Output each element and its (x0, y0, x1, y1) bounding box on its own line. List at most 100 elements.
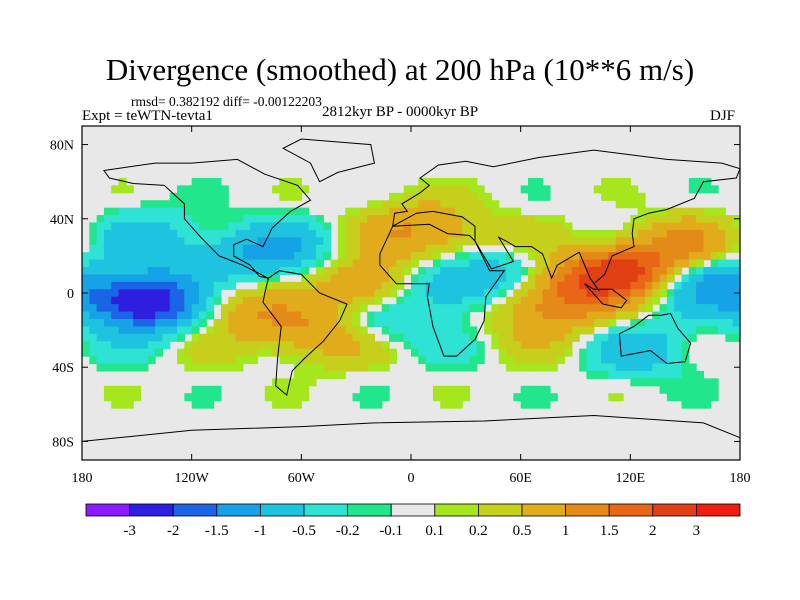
field-cell (615, 274, 624, 283)
field-cell (337, 237, 346, 246)
field-cell (257, 207, 266, 216)
field-cell (630, 252, 639, 261)
field-cell (272, 348, 280, 357)
field-cell (564, 252, 573, 261)
field-cell (133, 281, 142, 290)
coastline-path (618, 312, 692, 365)
field-cell (345, 363, 354, 372)
field-cell (469, 341, 478, 350)
field-cell (155, 200, 164, 209)
field-cell (228, 296, 237, 305)
field-cell (498, 333, 507, 342)
field-cell (659, 237, 668, 246)
field-cell (601, 177, 609, 186)
field-cell (294, 215, 302, 224)
field-cell (579, 289, 588, 298)
field-cell (206, 333, 215, 342)
field-cell (213, 192, 222, 201)
field-cell (630, 200, 639, 209)
field-cell (608, 192, 617, 201)
field-cell (286, 304, 295, 313)
field-cell (118, 400, 127, 409)
field-cell (630, 267, 639, 276)
field-cell (301, 259, 310, 268)
field-cell (147, 244, 156, 253)
field-cell (447, 274, 456, 283)
colorbar-swatch (303, 503, 348, 517)
field-cell (294, 363, 302, 372)
field-cell (345, 267, 354, 276)
field-cell (89, 341, 98, 350)
field-cell (147, 237, 156, 246)
field-cell (125, 222, 134, 231)
field-cell (615, 304, 624, 313)
field-cell (294, 318, 302, 327)
field-cell (681, 207, 690, 216)
field-cell (688, 385, 697, 394)
field-cell (674, 267, 683, 276)
coastline-path (392, 149, 741, 292)
field-cell (527, 400, 536, 409)
field-cell (484, 326, 493, 335)
field-cell (352, 252, 361, 261)
field-cell (666, 363, 675, 372)
field-cell (593, 356, 602, 365)
field-cell (111, 259, 120, 268)
field-cell (367, 333, 376, 342)
field-cell (294, 326, 302, 335)
colorbar-label: 3 (693, 523, 701, 539)
field-cell (389, 215, 397, 224)
field-cell (579, 326, 588, 335)
field-cell (579, 244, 588, 253)
field-cell (586, 244, 595, 253)
field-cell (198, 192, 207, 201)
field-cell (601, 356, 609, 365)
field-cell (198, 311, 207, 320)
field-cell (630, 318, 639, 327)
field-cell (542, 229, 551, 238)
field-cell (228, 215, 237, 224)
field-cell (177, 267, 185, 276)
field-cell (659, 222, 668, 231)
field-cell (644, 378, 653, 387)
field-cell (133, 207, 142, 216)
field-cell (279, 244, 288, 253)
field-cell (462, 333, 471, 342)
field-cell (644, 333, 653, 342)
field-cell (367, 259, 376, 268)
field-cell (191, 237, 200, 246)
field-cell (469, 229, 478, 238)
field-cell (725, 318, 734, 327)
field-cell (637, 259, 646, 268)
field-cell (89, 222, 98, 231)
field-cell (103, 296, 112, 305)
field-cell (294, 281, 302, 290)
field-cell (535, 311, 544, 320)
field-cell (637, 341, 646, 350)
field-cell (315, 370, 324, 379)
field-cell (674, 296, 683, 305)
field-cell (520, 393, 529, 402)
field-cell (272, 333, 280, 342)
field-cell (381, 207, 390, 216)
field-cell (571, 237, 580, 246)
field-cell (688, 326, 697, 335)
field-cell (345, 356, 354, 365)
field-cell (557, 326, 566, 335)
field-cell (637, 370, 646, 379)
field-cell (367, 356, 376, 365)
field-cell (242, 229, 251, 238)
field-cell (506, 333, 514, 342)
field-cell (440, 222, 449, 231)
field-cell (447, 289, 456, 298)
field-cell (169, 281, 178, 290)
field-cell (601, 304, 609, 313)
field-cell (242, 318, 251, 327)
field-cell (191, 318, 200, 327)
field-cell (272, 215, 280, 224)
field-cell (557, 281, 566, 290)
field-cell (118, 207, 127, 216)
x-tick-label: 180 (730, 471, 751, 486)
field-cell (250, 289, 259, 298)
x-tick-label: 120E (616, 471, 646, 486)
